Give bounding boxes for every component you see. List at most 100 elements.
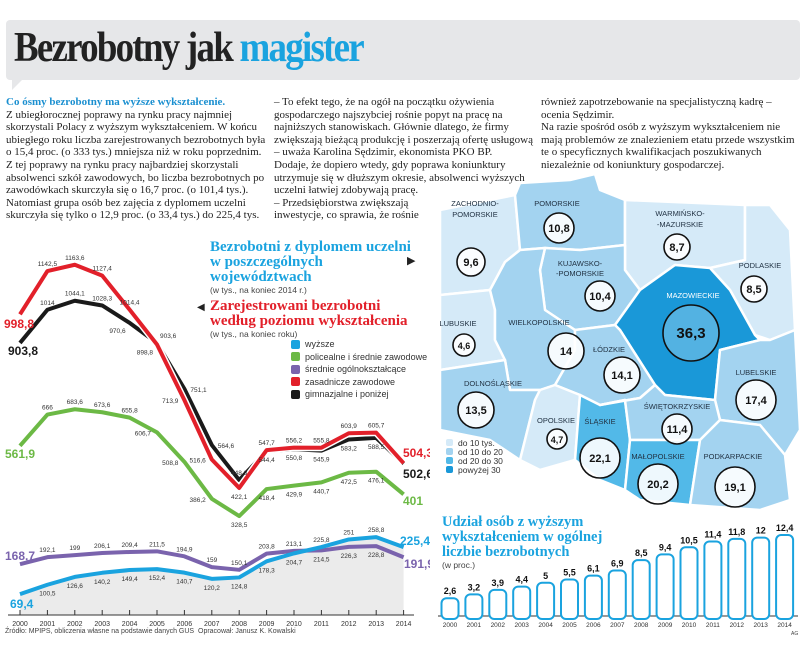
- value-bubble: [584, 280, 616, 312]
- data-label: 418,4: [258, 495, 275, 502]
- article-paragraph: – To efekt tego, że na ogół na początku …: [274, 96, 533, 159]
- region-value: 10,8: [548, 223, 569, 235]
- series-line-wyzsze: [19, 535, 405, 597]
- article-paragraph: – Przedsiębiorstwa zwiększają inwestycje…: [274, 196, 419, 222]
- value-bubble: [457, 391, 495, 429]
- x-tick-label: 2007: [610, 622, 625, 629]
- line-chart-subtitle: (w tys., na koniec roku): [210, 329, 298, 339]
- region-value: 14: [560, 346, 573, 358]
- title-banner: [6, 20, 800, 80]
- x-tick-label: 2014: [777, 622, 792, 629]
- data-label: 516,6: [190, 458, 207, 465]
- x-tick-label: 2009: [259, 621, 275, 628]
- data-label: 751,1: [190, 387, 207, 394]
- end-value-label: 504,3: [403, 446, 430, 460]
- data-label: 603,9: [341, 423, 358, 430]
- data-label: 605,7: [368, 423, 385, 430]
- region-label: -POMORSKIE: [556, 269, 604, 278]
- x-tick-label: 2012: [730, 622, 745, 629]
- bar-chart-title-block: Udział osób z wyższym wykształceniem w o…: [442, 514, 622, 571]
- region-shape: [708, 203, 797, 342]
- source-note: Źródło: MPIPS, obliczenia własne na pods…: [5, 628, 195, 635]
- data-label: 100,5: [39, 591, 56, 598]
- bar: [775, 534, 795, 621]
- region-label: ZACHODNIO-: [451, 199, 499, 208]
- value-bubble: [603, 356, 641, 394]
- arrow-right-icon: ▶: [407, 255, 416, 267]
- region-value: 22,1: [589, 453, 610, 465]
- x-tick-label: 2014: [396, 621, 412, 628]
- legend-label: gimnazjalne i poniżej: [305, 389, 389, 400]
- article-paragraph: Na razie spośród osób z wyższym wykształ…: [541, 121, 795, 171]
- data-label: 903,6: [160, 333, 177, 340]
- value-bubble: [543, 212, 575, 244]
- arrow-left-icon: ◀: [197, 302, 205, 313]
- x-tick-label: 2011: [314, 621, 329, 628]
- x-tick-label: 2001: [467, 622, 482, 629]
- legend-swatch: [446, 466, 453, 473]
- value-bubble: [547, 332, 585, 370]
- legend-item-srednie-ogolne: średnie ogólnokształcące: [291, 363, 427, 376]
- data-label: 150,1: [231, 560, 248, 567]
- data-label: 673,6: [94, 402, 111, 409]
- bar-value-label: 8,5: [635, 548, 648, 558]
- data-label: 225,8: [313, 537, 330, 544]
- author-note: Opracował: Janusz K. Kowalski: [198, 628, 296, 635]
- area-fill-wyzsze: [20, 537, 404, 615]
- bar-value-label: 12,4: [776, 523, 794, 533]
- series-line-zasadnicze: [18, 262, 406, 490]
- data-label: 1014: [40, 300, 55, 307]
- line-chart-legend: wyższe policealne i średnie zawodowe średn…: [291, 338, 427, 401]
- data-label: 448,3: [231, 470, 248, 477]
- bar: [703, 540, 723, 620]
- series-line-policealne: [18, 407, 405, 519]
- line-chart: 2000 2001 2002 2003 2004 2005 2006 2007 2008 2009…: [4, 255, 430, 628]
- region-value: 11,4: [667, 424, 689, 436]
- region-label: LUBELSKIE: [736, 368, 777, 377]
- x-tick-label: 2004: [538, 622, 553, 629]
- data-label: 1127,4: [92, 266, 112, 273]
- bar-value-label: 3,2: [468, 582, 481, 592]
- data-label: 713,9: [162, 398, 179, 405]
- article-column-2: – To efekt tego, że na ogół na początku …: [274, 96, 536, 222]
- data-label: 251: [343, 529, 354, 536]
- legend-swatch: [291, 339, 300, 349]
- bar-chart-title: Udział osób z wyższym wykształceniem w o…: [442, 514, 603, 560]
- line-chart-title: Zarejestrowani bezrobotni według poziomu…: [210, 298, 408, 329]
- bar-value-label: 5,5: [563, 568, 576, 578]
- article-lead: Co ósmy bezrobotny ma wyższe wykształcen…: [6, 96, 226, 108]
- map-title: Bezrobotni z dyplomem uczelni w poszczeg…: [210, 239, 411, 285]
- region-value: 20,2: [647, 479, 668, 491]
- legend-label: od 10 do 20: [458, 446, 503, 457]
- region-label: -MAZURSKIE: [657, 220, 703, 229]
- region-shape: [518, 383, 582, 472]
- map-region: [708, 203, 797, 342]
- value-bubble: [637, 463, 679, 505]
- x-tick-label: 2000: [12, 621, 28, 628]
- bar-value-label: 11,4: [704, 529, 721, 539]
- data-label: 429,9: [286, 492, 303, 499]
- region-label: WIELKOPOLSKIE: [508, 318, 569, 327]
- region-value: 36,3: [676, 325, 705, 342]
- legend-label: do 10 tys.: [458, 437, 495, 448]
- end-value-label: 502,6: [403, 467, 430, 481]
- data-label: 228,8: [368, 552, 385, 559]
- data-label: 214,5: [313, 556, 330, 563]
- bar: [679, 546, 699, 620]
- x-tick-label: 2008: [634, 622, 649, 629]
- value-bubble: [661, 413, 693, 445]
- value-bubble: [714, 466, 756, 508]
- article-paragraph: Z ubiegłorocznej poprawy na rynku pracy …: [6, 108, 266, 197]
- region-label: LUBUSKIE: [439, 319, 476, 328]
- data-label: 544,4: [258, 457, 275, 464]
- region-value: 14,1: [611, 370, 632, 382]
- bar-value-label: 5: [543, 571, 548, 581]
- region-value: 9,6: [463, 257, 478, 269]
- region-value: 8,7: [669, 242, 684, 254]
- region-value: 4,7: [551, 435, 564, 445]
- region-label: PODKARPACKIE: [704, 452, 763, 461]
- x-tick-label: 2003: [514, 622, 529, 629]
- x-tick-label: 2006: [177, 621, 193, 628]
- bar: [560, 578, 579, 620]
- map-subtitle: (w tys., na koniec 2014 r.): [210, 285, 307, 295]
